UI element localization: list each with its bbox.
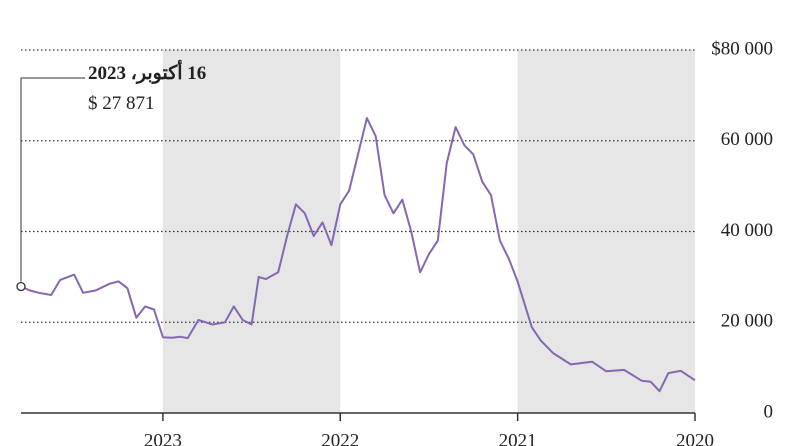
annotation-value: $ 27 871 [88, 93, 155, 114]
shaded-band [162, 50, 341, 413]
annotation-point [16, 281, 26, 292]
annotation-date: 16 أكتوبر، 2023 [88, 63, 207, 84]
y-tick-label: 60 000 [721, 129, 773, 150]
x-tick-label: 2021 [499, 430, 537, 446]
annotation-leader [20, 77, 85, 282]
y-tick-label: 0 [764, 401, 774, 422]
price-line [20, 117, 696, 393]
y-tick-label: 20 000 [721, 311, 773, 332]
x-tick-label: 2020 [676, 430, 714, 446]
y-tick-label: 40 000 [721, 220, 773, 241]
x-tick-label: 2022 [321, 430, 359, 446]
x-tick-label: 2023 [144, 430, 182, 446]
y-tick-label: $80 000 [711, 38, 773, 59]
